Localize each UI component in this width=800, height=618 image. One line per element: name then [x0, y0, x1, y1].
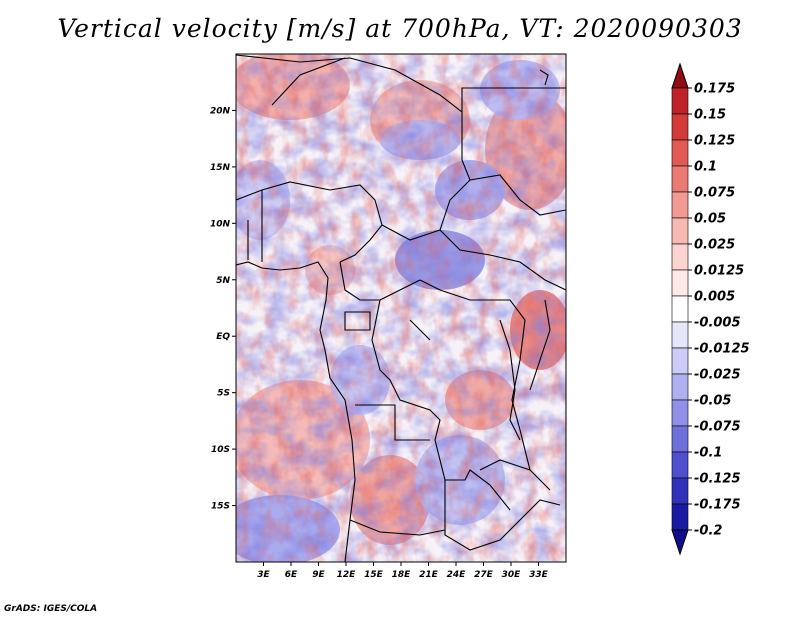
- colorbar-swatch: [671, 373, 689, 401]
- lon-tick-label: 30E: [502, 570, 522, 580]
- lat-tick-label: EQ: [216, 332, 230, 342]
- lat-tick-label: 15N: [210, 163, 231, 173]
- lon-tick-label: 9E: [312, 570, 325, 580]
- latitude-axis: 20N 15N 10N 5N EQ 5S 10S 15S: [210, 106, 236, 512]
- lon-tick-label: 15E: [364, 570, 384, 580]
- colorbar-label: -0.2: [694, 524, 722, 539]
- colorbar: 0.175 0.15 0.125 0.1 0.075 0.05 0.025 0.0125 0.0…: [671, 62, 750, 556]
- colorbar-top-arrow: [671, 62, 689, 89]
- colorbar-swatch: [671, 139, 689, 167]
- colorbar-swatch: [671, 243, 689, 271]
- colorbar-label: 0.025: [694, 238, 735, 253]
- lon-tick-label: 18E: [392, 570, 412, 580]
- lon-tick-label: 12E: [337, 570, 357, 580]
- colorbar-swatch: [671, 191, 689, 219]
- colorbar-swatch: [671, 451, 689, 479]
- lat-tick-label: 20N: [210, 106, 231, 116]
- colorbar-label: -0.075: [694, 420, 741, 435]
- colorbar-label: 0.0125: [694, 264, 744, 279]
- lon-tick-label: 24E: [447, 570, 467, 580]
- colorbar-label: 0.15: [694, 108, 726, 123]
- colorbar-label: -0.05: [694, 394, 731, 409]
- longitude-axis: 3E 6E 9E 12E 15E 18E 21E 24E 27E 30E 33E: [257, 562, 549, 580]
- lon-tick-label: 27E: [474, 570, 494, 580]
- lat-tick-label: 5N: [216, 276, 230, 286]
- lat-tick-label: 10S: [211, 445, 230, 455]
- colorbar-label: 0.005: [694, 290, 735, 305]
- colorbar-label: -0.125: [694, 472, 741, 487]
- lat-tick-label: 5S: [217, 389, 230, 399]
- colorbar-label: 0.1: [694, 160, 717, 175]
- colorbar-swatch: [671, 503, 689, 531]
- colorbar-label: -0.005: [694, 316, 741, 331]
- coastlines-borders: [236, 54, 566, 562]
- colorbar-swatch: [671, 399, 689, 427]
- colorbar-swatch: [671, 165, 689, 193]
- colorbar-label: -0.1: [694, 446, 722, 461]
- colorbar-swatch: [671, 477, 689, 505]
- colorbar-label: 0.05: [694, 212, 726, 227]
- colorbar-bottom-arrow: [671, 529, 689, 556]
- colorbar-swatch: [671, 113, 689, 141]
- map-title: Vertical velocity [m/s] at 700hPa, VT: 2…: [57, 14, 743, 43]
- colorbar-label: -0.0125: [694, 342, 750, 357]
- colorbar-label: 0.175: [694, 82, 735, 97]
- colorbar-swatch: [671, 347, 689, 375]
- colorbar-label: 0.125: [694, 134, 735, 149]
- colorbar-swatch: [671, 295, 689, 323]
- lon-tick-label: 33E: [529, 570, 549, 580]
- colorbar-swatch: [671, 269, 689, 297]
- colorbar-swatch: [671, 425, 689, 453]
- colorbar-swatch: [671, 87, 689, 115]
- colorbar-label: -0.175: [694, 498, 741, 513]
- lat-tick-label: 10N: [210, 219, 231, 229]
- lat-tick-label: 15S: [211, 502, 230, 512]
- lon-tick-label: 21E: [419, 570, 439, 580]
- grads-credit: GrADS: IGES/COLA: [4, 604, 98, 614]
- lon-tick-label: 3E: [257, 570, 270, 580]
- colorbar-swatch: [671, 217, 689, 245]
- lon-tick-label: 6E: [285, 570, 298, 580]
- colorbar-swatch: [671, 321, 689, 349]
- map-area: [236, 54, 566, 562]
- colorbar-label: -0.025: [694, 368, 741, 383]
- colorbar-label: 0.075: [694, 186, 735, 201]
